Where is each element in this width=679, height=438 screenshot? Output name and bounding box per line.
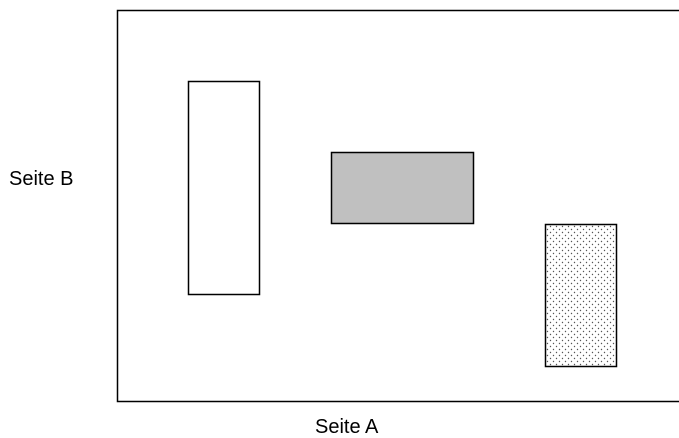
dotted-rectangle [546,225,617,367]
side-b-label: Seite B [9,169,73,189]
tall-white-rectangle [189,82,260,295]
side-a-label: Seite A [315,417,378,437]
gray-rectangle [332,153,474,224]
